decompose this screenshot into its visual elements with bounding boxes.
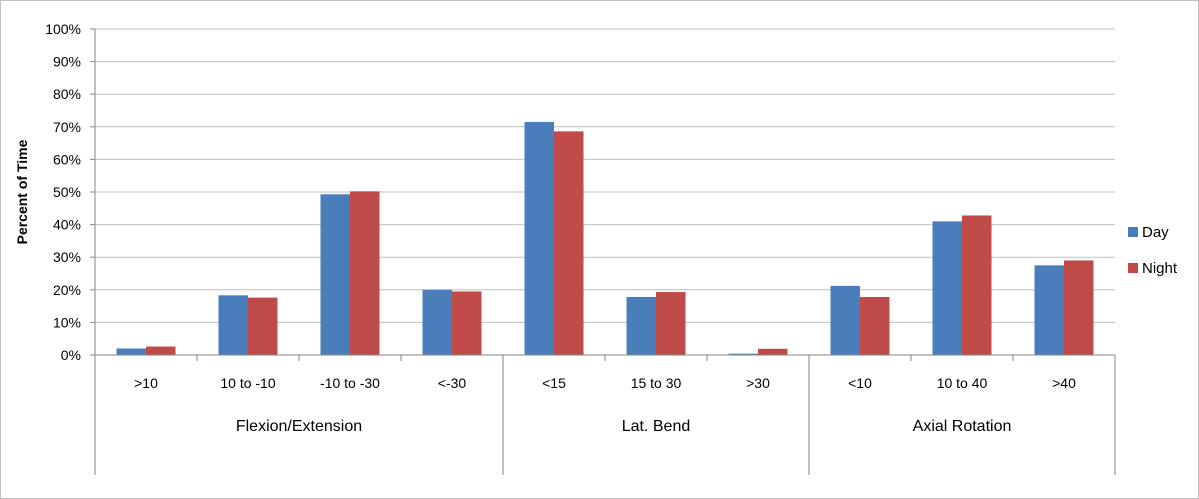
bar-day [1034,265,1064,355]
bar-night [146,346,176,355]
bar-night [248,297,278,355]
group-labels: Flexion/Extension Lat. Bend Axial Rotation [236,418,1012,435]
bar-day [320,194,350,355]
x-tick-label: <-30 [438,375,467,391]
x-tick-label: <15 [542,375,566,391]
legend-swatch-day [1128,227,1138,237]
x-tick-label: 10 to -10 [220,375,275,391]
y-axis-title: Percent of Time [14,139,30,244]
bars [116,121,1094,355]
bar-night [656,292,686,355]
axes [90,28,1116,475]
x-tick-label: <10 [848,375,872,391]
y-tick-labels: 0% 10% 20% 30% 40% 50% 60% 70% 80% 90% 100% [45,21,81,363]
x-tick-label: 15 to 30 [631,375,682,391]
group-label: Flexion/Extension [236,418,362,435]
x-tick-label: >10 [134,375,158,391]
x-tick-label: >40 [1052,375,1076,391]
bar-day [932,221,962,355]
bar-night [350,191,380,355]
bar-night [758,348,788,355]
legend-swatch-night [1128,263,1138,273]
y-tick-label: 0% [61,347,81,363]
legend-label: Night [1142,260,1178,277]
group-label: Lat. Bend [622,418,691,435]
bar-night [962,215,992,355]
legend: Day Night [1128,224,1178,277]
bar-night [1064,260,1094,355]
x-tick-label: 10 to 40 [937,375,988,391]
y-tick-label: 40% [53,217,81,233]
bar-night [860,296,890,355]
y-tick-label: 100% [45,21,81,37]
y-tick-label: 60% [53,151,81,167]
bar-day [422,289,452,355]
y-tick-label: 10% [53,314,81,330]
gridlines [95,28,1115,323]
bar-day [626,296,656,355]
bar-day [218,295,248,355]
bar-day [524,121,554,355]
y-tick-label: 70% [53,119,81,135]
y-tick-label: 20% [53,282,81,298]
y-tick-label: 30% [53,249,81,265]
y-tick-label: 90% [53,54,81,70]
bar-night [554,131,584,355]
bar-day [830,285,860,355]
y-tick-label: 50% [53,184,81,200]
bar-night [452,291,482,355]
category-labels: >10 10 to -10 -10 to -30 <-30 <15 15 to 30 >30… [134,375,1076,391]
bar-day [728,353,758,355]
x-tick-label: >30 [746,375,770,391]
legend-label: Day [1142,224,1169,241]
group-label: Axial Rotation [913,418,1012,435]
y-tick-label: 80% [53,86,81,102]
bar-day [116,348,146,355]
x-tick-label: -10 to -30 [320,375,380,391]
